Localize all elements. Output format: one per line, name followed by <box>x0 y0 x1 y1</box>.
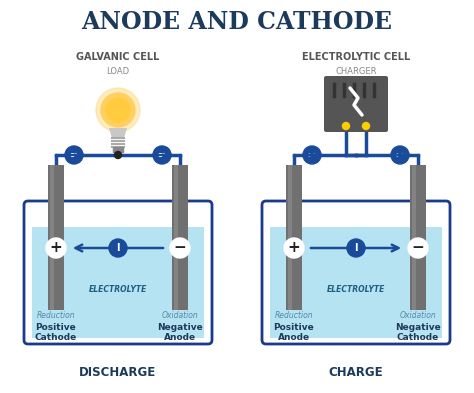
Text: Cathode: Cathode <box>397 332 439 342</box>
Circle shape <box>347 239 365 257</box>
Text: I: I <box>116 243 120 253</box>
FancyBboxPatch shape <box>324 76 388 132</box>
Text: e⁻: e⁻ <box>158 152 166 158</box>
Text: e⁻: e⁻ <box>70 152 78 158</box>
Bar <box>48 165 64 310</box>
Circle shape <box>170 238 190 258</box>
Bar <box>286 165 302 310</box>
Text: ELECTROLYTE: ELECTROLYTE <box>327 285 385 294</box>
Text: ELECTROLYTIC CELL: ELECTROLYTIC CELL <box>302 52 410 62</box>
Text: Reduction: Reduction <box>275 312 313 321</box>
Circle shape <box>106 98 130 122</box>
Text: I: I <box>354 243 358 253</box>
Circle shape <box>46 238 66 258</box>
Bar <box>174 165 178 310</box>
Text: Negative: Negative <box>157 323 203 332</box>
Circle shape <box>101 93 135 127</box>
Text: CHARGE: CHARGE <box>328 367 383 380</box>
Bar <box>113 147 123 152</box>
Text: −: − <box>411 241 424 255</box>
Circle shape <box>115 151 121 158</box>
Bar <box>50 165 54 310</box>
Circle shape <box>363 123 370 130</box>
Text: Anode: Anode <box>164 332 196 342</box>
Polygon shape <box>109 128 127 138</box>
FancyBboxPatch shape <box>32 227 204 338</box>
Text: GALVANIC CELL: GALVANIC CELL <box>76 52 160 62</box>
Circle shape <box>303 146 321 164</box>
Text: +: + <box>288 241 301 255</box>
Bar <box>412 165 416 310</box>
Text: CHARGER: CHARGER <box>335 68 377 77</box>
Bar <box>172 165 188 310</box>
Circle shape <box>408 238 428 258</box>
Circle shape <box>153 146 171 164</box>
Text: +: + <box>50 241 63 255</box>
Text: Positive: Positive <box>273 323 314 332</box>
Text: LOAD: LOAD <box>107 68 129 77</box>
Text: −: − <box>173 241 186 255</box>
Circle shape <box>284 238 304 258</box>
Text: Positive: Positive <box>36 323 76 332</box>
Text: Negative: Negative <box>395 323 441 332</box>
Text: ELECTROLYTE: ELECTROLYTE <box>89 285 147 294</box>
Circle shape <box>96 88 140 132</box>
Circle shape <box>343 123 349 130</box>
Text: DISCHARGE: DISCHARGE <box>79 367 156 380</box>
Circle shape <box>109 239 127 257</box>
Text: e⁻: e⁻ <box>396 152 404 158</box>
Circle shape <box>65 146 83 164</box>
Bar <box>410 165 426 310</box>
Text: Anode: Anode <box>278 332 310 342</box>
Text: ANODE AND CATHODE: ANODE AND CATHODE <box>82 10 392 34</box>
Bar <box>288 165 292 310</box>
Text: e⁻: e⁻ <box>308 152 316 158</box>
Text: Cathode: Cathode <box>35 332 77 342</box>
Text: Oxidation: Oxidation <box>162 312 199 321</box>
Text: Reduction: Reduction <box>36 312 75 321</box>
FancyBboxPatch shape <box>270 227 442 338</box>
Circle shape <box>391 146 409 164</box>
Text: Oxidation: Oxidation <box>400 312 437 321</box>
